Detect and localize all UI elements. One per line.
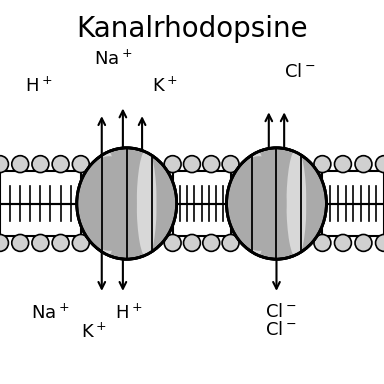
Text: Na$^+$: Na$^+$ — [94, 50, 132, 69]
Text: H$^+$: H$^+$ — [25, 77, 52, 96]
Ellipse shape — [306, 149, 326, 258]
Circle shape — [0, 235, 8, 252]
Circle shape — [355, 156, 372, 172]
Ellipse shape — [227, 149, 247, 258]
Text: H$^+$: H$^+$ — [115, 303, 142, 323]
Ellipse shape — [227, 148, 326, 259]
Circle shape — [184, 235, 200, 252]
Ellipse shape — [266, 149, 286, 258]
Text: Kanalrhodopsine: Kanalrhodopsine — [76, 15, 308, 43]
Circle shape — [376, 156, 384, 172]
Circle shape — [52, 156, 69, 172]
Circle shape — [32, 235, 49, 252]
Text: Cl$^-$: Cl$^-$ — [284, 63, 315, 81]
Circle shape — [334, 156, 351, 172]
Circle shape — [334, 235, 351, 252]
Circle shape — [52, 235, 69, 252]
Circle shape — [0, 156, 8, 172]
Circle shape — [203, 235, 220, 252]
Circle shape — [164, 156, 181, 172]
Circle shape — [32, 156, 49, 172]
Circle shape — [314, 156, 331, 172]
Ellipse shape — [77, 148, 177, 259]
Circle shape — [72, 156, 89, 172]
Text: Cl$^-$: Cl$^-$ — [265, 321, 296, 339]
Ellipse shape — [97, 149, 117, 258]
Circle shape — [203, 156, 220, 172]
Ellipse shape — [82, 156, 137, 251]
Circle shape — [12, 235, 29, 252]
Ellipse shape — [157, 149, 177, 258]
Circle shape — [164, 235, 181, 252]
Circle shape — [222, 235, 239, 252]
Circle shape — [184, 156, 200, 172]
Ellipse shape — [232, 156, 286, 251]
Circle shape — [222, 156, 239, 172]
Ellipse shape — [247, 149, 266, 258]
Text: K$^+$: K$^+$ — [152, 77, 178, 96]
Circle shape — [314, 235, 331, 252]
Ellipse shape — [117, 149, 137, 258]
Circle shape — [12, 156, 29, 172]
Circle shape — [376, 235, 384, 252]
Ellipse shape — [77, 149, 97, 258]
Text: Na$^+$: Na$^+$ — [31, 303, 69, 323]
Text: Cl$^-$: Cl$^-$ — [265, 303, 296, 321]
Text: K$^+$: K$^+$ — [81, 323, 107, 342]
Ellipse shape — [137, 149, 157, 258]
Circle shape — [72, 235, 89, 252]
Ellipse shape — [286, 149, 306, 258]
Circle shape — [355, 235, 372, 252]
